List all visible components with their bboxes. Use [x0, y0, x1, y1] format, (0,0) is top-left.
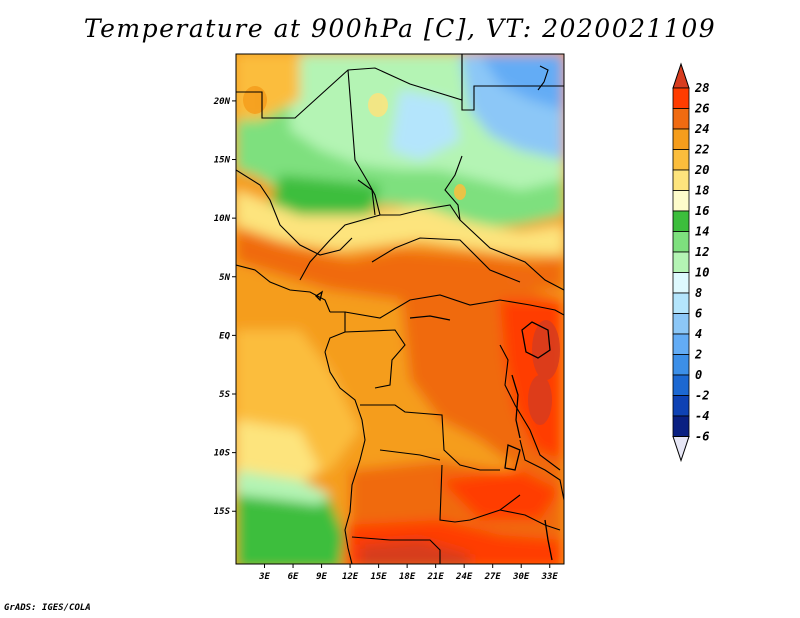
- colorbar-label: 28: [694, 81, 709, 95]
- colorbar-swatch: [672, 251, 690, 273]
- lon-tick-label: 6E: [288, 572, 299, 582]
- colorbar-swatch: [672, 149, 690, 171]
- colorbar-label: 8: [695, 286, 702, 300]
- lon-tick-label: 3E: [258, 572, 270, 582]
- colorbar-swatch: [672, 374, 690, 396]
- colorbar-swatch: [672, 354, 690, 376]
- lon-tick-label: 12E: [342, 572, 359, 582]
- colorbar-swatch: [672, 87, 690, 109]
- colorbar-swatch: [672, 190, 690, 212]
- colorbar-swatch: [672, 272, 690, 294]
- colorbar-swatch: [672, 108, 690, 130]
- colorbar-label: -6: [695, 430, 709, 444]
- longitude-axis: 3E 6E 9E 12E 15E 18E 21E 24E 27E 30E 33E: [258, 564, 558, 582]
- colorbar-swatch: [672, 231, 690, 253]
- lat-tick-label: 10N: [214, 214, 231, 224]
- colorbar-label: -2: [695, 389, 709, 403]
- colorbar-label: 26: [694, 102, 709, 116]
- colorbar-swatch: [672, 313, 690, 335]
- lat-tick-label: EQ: [219, 331, 230, 341]
- lon-tick-label: 33E: [541, 572, 559, 582]
- colorbar-top-arrow: [672, 62, 690, 89]
- colorbar-label: 6: [695, 307, 702, 321]
- grads-credit: GrADS: IGES/COLA: [4, 603, 91, 613]
- colorbar-swatch: [672, 169, 690, 191]
- latitude-axis: 20N 15N 10N 5N EQ 5S 10S 15S: [213, 97, 236, 517]
- colorbar-swatch: [672, 128, 690, 150]
- colorbar-label: 12: [695, 245, 709, 259]
- lat-tick-label: 20N: [213, 97, 231, 107]
- colorbar-label: 4: [695, 327, 702, 341]
- colorbar-swatch: [672, 292, 690, 314]
- colorbar-label: 10: [695, 266, 709, 280]
- map-frame: [235, 53, 565, 565]
- chart-title: Temperature at 900hPa [C], VT: 202002110…: [83, 14, 717, 43]
- colorbar-swatch: [672, 395, 690, 417]
- lon-tick-label: 18E: [399, 572, 416, 582]
- colorbar-label: 20: [694, 163, 709, 177]
- lat-tick-label: 15N: [214, 156, 231, 166]
- lat-tick-label: 15S: [214, 507, 231, 517]
- lon-tick-label: 24E: [455, 572, 473, 582]
- colorbar-label: 22: [694, 143, 709, 157]
- country-borders: [236, 54, 564, 564]
- colorbar-label: 18: [695, 184, 709, 198]
- colorbar-label: 24: [694, 122, 709, 136]
- colorbar-label: 14: [695, 225, 709, 239]
- lon-tick-label: 21E: [427, 572, 445, 582]
- lon-tick-label: 27E: [484, 572, 502, 582]
- colorbar-swatch: [672, 333, 690, 355]
- colorbar-bottom-arrow: [672, 436, 690, 463]
- lon-tick-label: 30E: [512, 572, 530, 582]
- colorbar-label: 16: [695, 204, 709, 218]
- colorbar-swatch: [672, 415, 690, 437]
- lat-tick-label: 10S: [214, 449, 231, 459]
- colorbar-label: -4: [695, 409, 709, 423]
- temperature-field: [236, 54, 564, 564]
- lon-tick-label: 9E: [316, 572, 327, 582]
- colorbar-label: 2: [694, 348, 702, 362]
- colorbar-swatch: [672, 210, 690, 232]
- colorbar-label: 0: [695, 368, 702, 382]
- lat-tick-label: 5N: [219, 273, 230, 283]
- lon-tick-label: 15E: [370, 572, 387, 582]
- lat-tick-label: 5S: [219, 390, 230, 400]
